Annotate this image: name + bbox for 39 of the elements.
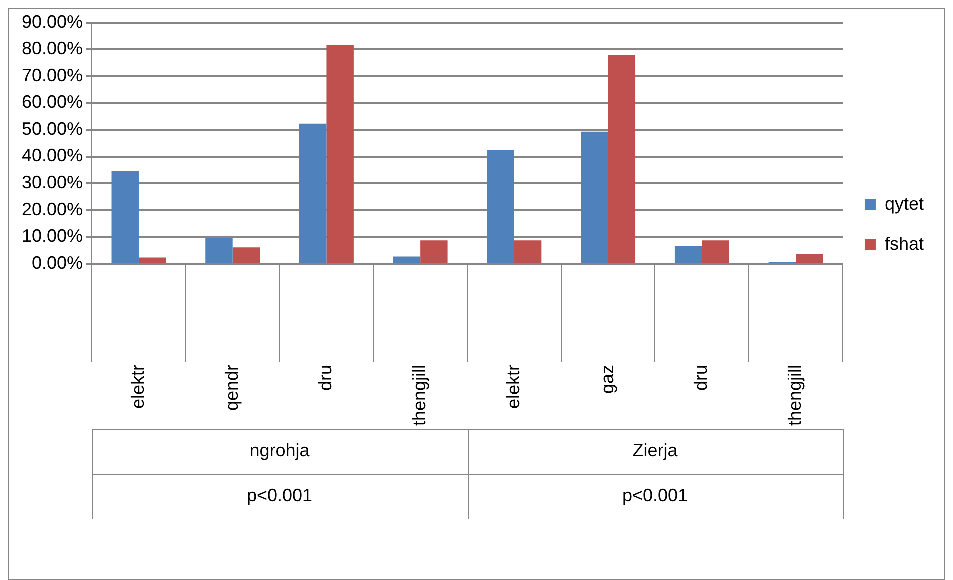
- text: ngrohja: [250, 440, 311, 460]
- x-tick-label: dru: [691, 364, 712, 391]
- x-tick-label: qendr: [222, 364, 242, 412]
- bar: [393, 256, 421, 263]
- y-tick-label: 80.00%: [22, 38, 84, 59]
- y-tick-label: 50.00%: [22, 118, 84, 139]
- text: Zierja: [632, 440, 679, 460]
- bar: [796, 254, 824, 263]
- y-tick-label: 60.00%: [22, 92, 84, 112]
- y-tick-label: 20.00%: [22, 199, 84, 220]
- x-tick-label: elektr: [128, 364, 148, 409]
- x-tick-label: thengjill: [785, 364, 806, 426]
- y-tick-label: 90.00%: [22, 12, 84, 32]
- text: p<0.001: [246, 485, 313, 506]
- y-tick-label: 40.00%: [22, 146, 84, 166]
- y-tick-label: 70.00%: [22, 65, 84, 86]
- y-tick-label: 0.00%: [32, 252, 84, 273]
- bar: [608, 55, 636, 263]
- bar: [702, 240, 730, 263]
- bar: [674, 246, 702, 263]
- bar: [206, 238, 233, 263]
- bar: [138, 258, 166, 263]
- y-tick-label: 10.00%: [22, 226, 84, 246]
- bar: [581, 132, 608, 263]
- x-tick-label: thengjill: [410, 364, 430, 426]
- bar: [487, 150, 514, 263]
- legend-label: qytet: [884, 194, 924, 214]
- bar: [299, 124, 327, 263]
- legend-label: fshat: [884, 234, 924, 254]
- x-tick-label: elektr: [503, 364, 524, 409]
- text: p<0.001: [622, 485, 688, 506]
- bar: [232, 248, 260, 263]
- bar: [514, 240, 542, 263]
- x-tick-label: dru: [316, 364, 336, 391]
- x-tick-label: gaz: [597, 364, 618, 394]
- bar: [326, 45, 354, 263]
- bar: [420, 240, 448, 263]
- bar: [112, 171, 139, 263]
- y-tick-label: 30.00%: [22, 172, 84, 193]
